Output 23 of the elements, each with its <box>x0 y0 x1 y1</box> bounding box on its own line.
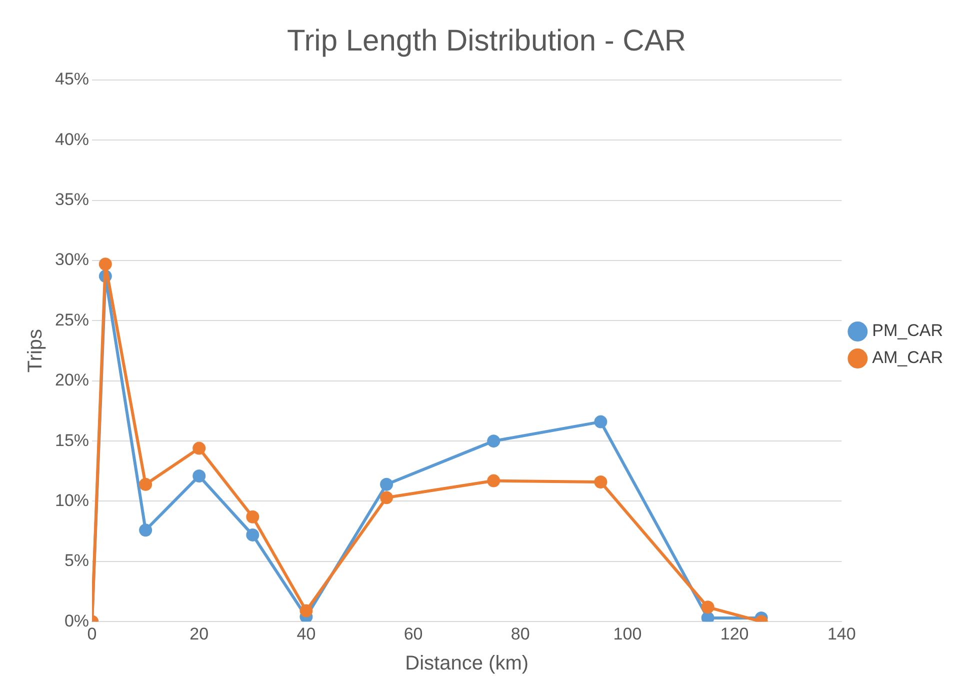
x-tick-label: 20 <box>190 624 209 644</box>
y-tick-label: 45% <box>54 70 90 89</box>
y-tick-label: 40% <box>54 130 90 149</box>
y-tick-label: 30% <box>54 250 90 270</box>
y-tick-label: 15% <box>54 430 90 450</box>
y-tick-label: 35% <box>54 190 90 210</box>
chart-title: Trip Length Distribution - CAR <box>286 24 686 58</box>
x-tick-label: 120 <box>720 624 749 644</box>
y-tick-label: 10% <box>54 490 90 510</box>
x-tick-label: 0 <box>87 624 97 644</box>
y-tick-label: 5% <box>64 551 90 570</box>
legend-label: PM_CAR <box>872 321 944 340</box>
x-tick-label: 140 <box>827 624 856 644</box>
y-tick-label: 0% <box>64 611 90 630</box>
y-tick-label: 25% <box>54 310 90 330</box>
x-tick-label: 100 <box>613 624 642 644</box>
x-tick-label: 40 <box>296 624 316 644</box>
x-axis-title: Distance (km) <box>405 652 529 675</box>
y-tick-label: 20% <box>54 370 90 390</box>
y-axis-title: Trips <box>24 328 47 373</box>
x-tick-label: 80 <box>510 624 530 644</box>
x-tick-label: 60 <box>404 624 423 644</box>
legend-label: AM_CAR <box>872 348 944 368</box>
